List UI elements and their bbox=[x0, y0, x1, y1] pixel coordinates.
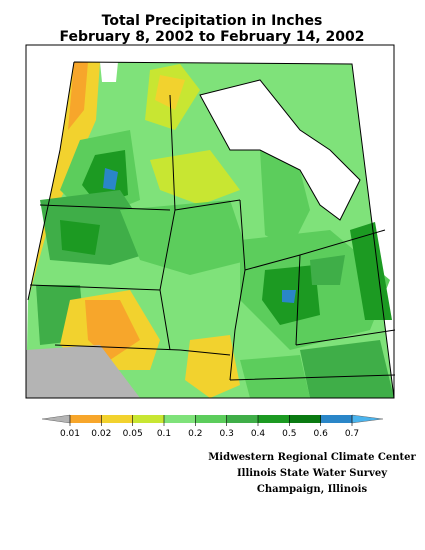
region bbox=[26, 345, 140, 398]
map bbox=[25, 44, 396, 399]
legend-swatch bbox=[70, 415, 102, 423]
legend-swatch bbox=[258, 415, 290, 423]
region bbox=[310, 255, 345, 285]
legend-swatch bbox=[226, 415, 258, 423]
region bbox=[103, 168, 118, 190]
state-borders bbox=[27, 61, 396, 399]
legend-label: 0.5 bbox=[282, 429, 296, 439]
region bbox=[68, 62, 88, 130]
legend: 0.01 0.02 0.05 0.1 0.2 0.3 0.4 0.5 0.6 0.7 bbox=[41, 414, 384, 439]
credit: Illinois State Water Survey bbox=[237, 468, 388, 479]
legend-label: 0.6 bbox=[314, 429, 329, 439]
region bbox=[240, 355, 310, 398]
legend-label: 0.02 bbox=[91, 429, 111, 439]
region bbox=[282, 290, 296, 303]
lake bbox=[200, 80, 360, 220]
legend-swatch bbox=[289, 415, 321, 423]
region bbox=[60, 220, 100, 255]
legend-label: 0.4 bbox=[251, 429, 266, 439]
map-frame bbox=[25, 44, 395, 399]
legend-swatch bbox=[132, 415, 164, 423]
legend-label: 0.1 bbox=[157, 429, 171, 439]
credit: Midwestern Regional Climate Center bbox=[208, 452, 416, 463]
legend-label: 0.01 bbox=[60, 429, 80, 439]
region bbox=[185, 335, 240, 398]
credit: Champaign, Illinois bbox=[257, 484, 368, 495]
region bbox=[85, 300, 140, 360]
legend-label: 0.7 bbox=[345, 429, 359, 439]
title-line: Total Precipitation in Inches bbox=[102, 13, 323, 29]
region bbox=[155, 75, 185, 110]
title-line: February 8, 2002 to February 14, 2002 bbox=[59, 29, 364, 45]
region bbox=[120, 200, 250, 275]
lake bbox=[100, 62, 118, 82]
legend-label: 0.3 bbox=[220, 429, 234, 439]
legend-swatch bbox=[164, 415, 196, 423]
legend-label: 0.05 bbox=[123, 429, 143, 439]
region bbox=[260, 150, 310, 250]
legend-swatch bbox=[101, 415, 133, 423]
legend-swatch bbox=[320, 415, 352, 423]
legend-swatch bbox=[195, 415, 227, 423]
legend-label: 0.2 bbox=[188, 429, 202, 439]
region bbox=[300, 340, 394, 398]
